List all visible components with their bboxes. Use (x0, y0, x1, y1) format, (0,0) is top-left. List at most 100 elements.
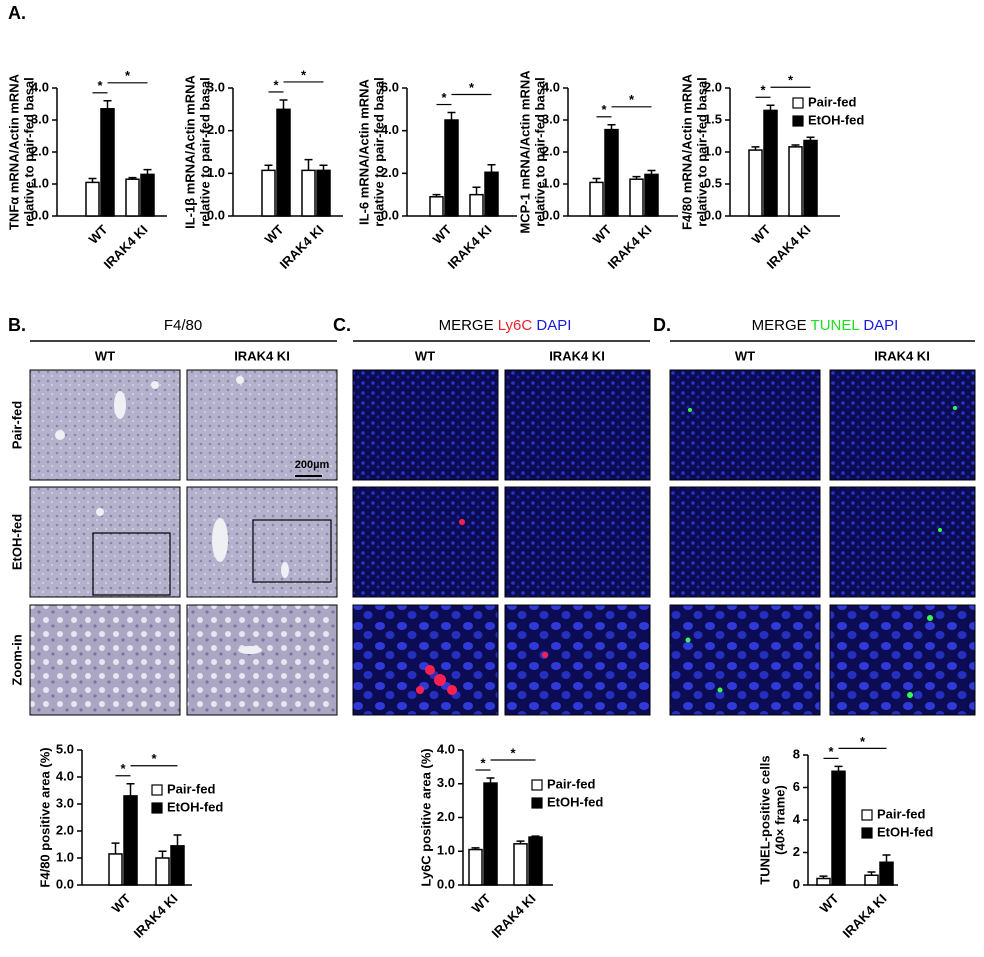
bar (429, 196, 444, 217)
y-tick-label: 2.0 (381, 165, 399, 180)
row-label: EtOH-fed (9, 514, 24, 570)
y-tick-label: 2.0 (704, 79, 722, 94)
y-tick-label: 5.0 (56, 741, 74, 756)
legend-swatch (531, 779, 543, 791)
error-bar (319, 164, 328, 171)
y-tick-label: 1.0 (542, 175, 560, 190)
bar (803, 139, 818, 217)
y-tick-label: 4.0 (437, 741, 455, 756)
y-axis-label: (40× frame) (772, 785, 787, 855)
column-label: WT (735, 348, 755, 363)
error-bar (486, 777, 495, 784)
error-bar (867, 871, 876, 876)
title-part: MERGE (752, 317, 807, 334)
y-tick-label: 4.0 (31, 79, 49, 94)
sig-star: * (273, 77, 279, 92)
y-axis-label: relative to pair-fed basal (532, 77, 547, 227)
title-part: DAPI (536, 317, 571, 334)
x-tick-label: IRAK4 KI (764, 222, 814, 272)
bar (444, 119, 459, 217)
title-part: Ly6C (498, 317, 533, 334)
error-bar (882, 854, 891, 863)
bar (155, 857, 170, 886)
column-label: WT (415, 348, 435, 363)
bar (100, 108, 115, 217)
error-bar (791, 144, 800, 147)
sig-star: * (441, 90, 447, 105)
sig-star: * (301, 67, 307, 82)
title-part: DAPI (863, 317, 898, 334)
bar (748, 149, 763, 217)
error-bar (279, 99, 288, 110)
legend-label: EtOH-fed (167, 799, 223, 814)
sig-star: * (860, 734, 866, 749)
y-tick-label: 2.0 (437, 809, 455, 824)
error-bar (472, 186, 481, 195)
legend-label: Pair-fed (808, 94, 856, 109)
error-bar (471, 847, 480, 850)
error-bar (103, 100, 112, 109)
vessel (96, 508, 104, 516)
bar (261, 169, 276, 217)
legend-label: EtOH-fed (808, 112, 864, 127)
y-tick-label: 0.0 (542, 207, 560, 222)
y-axis-label: relative to pair-fed basal (371, 77, 386, 227)
legend-swatch (792, 115, 804, 127)
column-label: IRAK4 KI (874, 348, 930, 363)
bar (276, 108, 291, 217)
y-tick-label: 1.0 (704, 143, 722, 158)
y-tick-label: 3.0 (437, 775, 455, 790)
legend-label: Pair-fed (877, 806, 925, 821)
error-bar (447, 111, 456, 120)
sig-star: * (788, 73, 794, 88)
headers: F4/80 MERGE Ly6C DAPI MERGE TUNEL DAPI W… (9, 317, 975, 686)
bar (831, 770, 846, 886)
y-axis-label: relative to pair-fed basal (21, 77, 36, 227)
error-bar (126, 783, 135, 796)
y-tick-label: 2.0 (56, 822, 74, 837)
micrograph (29, 486, 181, 598)
micrograph (829, 604, 976, 716)
y-axis-label: Ly6C positive area (%) (418, 748, 433, 886)
y-axis-label: TUNEL-positive cells (757, 755, 772, 884)
error-bar (766, 104, 775, 111)
micrograph (669, 486, 821, 598)
micrograph (669, 604, 821, 716)
error-bar (432, 193, 441, 197)
error-bar (607, 124, 616, 130)
y-tick-label: 0.0 (31, 207, 49, 222)
legend-swatch (531, 797, 543, 809)
bar (513, 843, 528, 886)
y-axis-label: TNFα mRNA/Actin mRNA (6, 73, 21, 230)
bar (629, 178, 644, 217)
y-tick-label: 3.0 (31, 111, 49, 126)
legend-swatch (861, 827, 873, 839)
vessel (236, 376, 244, 384)
y-tick-label: 4.0 (56, 768, 74, 783)
legend-label: Pair-fed (167, 781, 215, 796)
panel-title: MERGE Ly6C DAPI (439, 317, 572, 334)
x-tick-label: IRAK4 KI (131, 891, 181, 941)
ly6c-signal (416, 519, 548, 695)
x-tick-label: IRAK4 KI (840, 891, 890, 941)
bar (316, 169, 331, 217)
sig-star: * (120, 761, 126, 776)
y-axis-label: relative to pair-fed basal (197, 77, 212, 227)
error-bar (647, 169, 656, 175)
micrograph (186, 604, 338, 716)
x-tick-label: IRAK4 KI (445, 222, 495, 272)
column-label: WT (95, 348, 115, 363)
row-label: Zoom-in (9, 634, 24, 685)
column-label: IRAK4 KI (549, 348, 605, 363)
sig-star: * (125, 68, 131, 83)
zoom-box (252, 519, 332, 583)
error-bar (88, 177, 97, 183)
bar (644, 173, 659, 217)
error-bar (834, 765, 843, 772)
error-bar (264, 164, 273, 171)
sig-star: * (510, 745, 516, 760)
scale-label: 200µm (295, 459, 330, 471)
sig-star: * (629, 92, 635, 107)
